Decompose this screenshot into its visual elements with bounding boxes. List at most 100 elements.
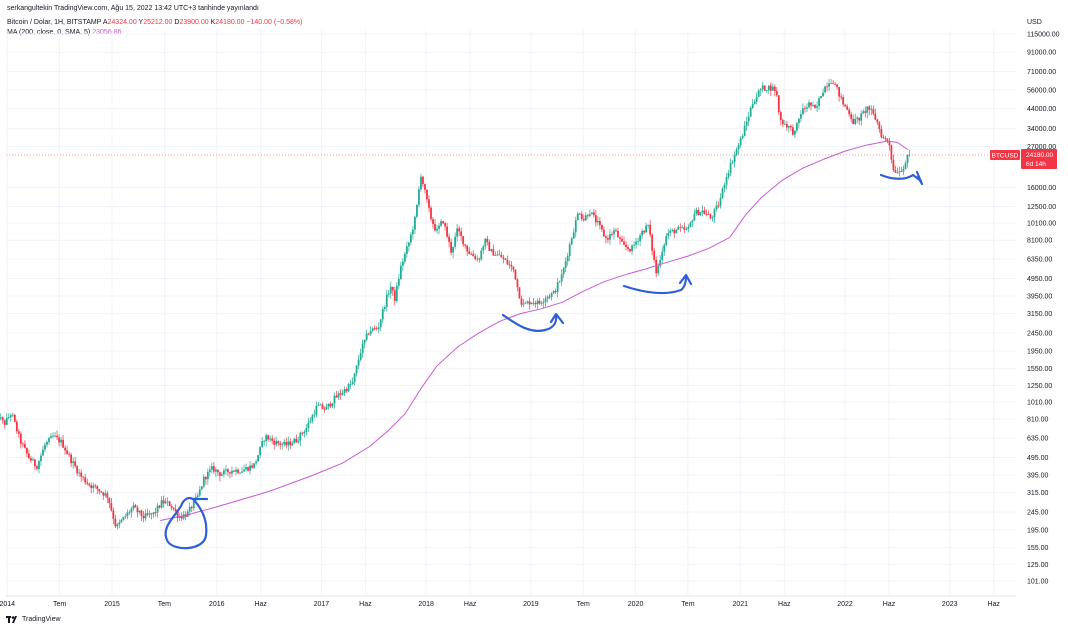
currency-label: USD [1027, 19, 1042, 26]
candle-body [160, 500, 163, 508]
candle-body [892, 159, 895, 171]
candle-body [619, 237, 621, 239]
symbol-label[interactable]: Bitcoin / Dolar, 1H, BITSTAMP [7, 19, 102, 26]
candle-body [641, 230, 644, 236]
candle-body [773, 86, 776, 92]
candle-body [247, 467, 249, 471]
candle-body [625, 244, 627, 248]
candle-body [890, 145, 893, 160]
candle-body [221, 474, 223, 476]
candle-body [464, 244, 467, 246]
candle-body [631, 245, 633, 252]
candle-body [192, 500, 195, 509]
candle-body [448, 236, 450, 242]
candle-body [733, 154, 736, 163]
candle-body [373, 328, 376, 330]
candle-body [486, 238, 489, 243]
candle-body [812, 104, 814, 106]
candle-body [359, 353, 362, 360]
candle-body [635, 241, 637, 245]
chart-grid [6, 30, 1016, 596]
candle-body [763, 85, 766, 91]
time-tick-label: 2014 [0, 601, 15, 608]
candle-body [424, 184, 426, 190]
candle-body [767, 85, 770, 91]
candle-body [407, 242, 410, 247]
price-tick-label: 27000.00 [1027, 144, 1056, 151]
chart-legend: Bitcoin / Dolar, 1H, BITSTAMP A24324.00 … [7, 18, 302, 38]
price-tag-price-box [1021, 149, 1057, 169]
price-tick-label: 101.00 [1027, 579, 1049, 586]
price-tick-label: 810.00 [1027, 417, 1049, 424]
candle-body [335, 395, 338, 398]
tradingview-logo-icon[interactable] [6, 616, 18, 623]
candle-body [146, 513, 149, 515]
candle-body [882, 136, 885, 139]
candle-body [206, 471, 209, 480]
candle-body [347, 384, 350, 392]
footer-brand[interactable]: TradingView [22, 616, 61, 623]
candle-body [267, 435, 270, 440]
candle-body [796, 123, 798, 131]
candle-body [729, 163, 732, 174]
candle-body [613, 230, 615, 235]
candle-body [858, 117, 861, 121]
candle-body [460, 231, 463, 236]
candle-body [709, 214, 712, 219]
candle-body [156, 505, 159, 513]
candle-body [257, 455, 259, 462]
last-price-tag[interactable]: BTCUSD 24180.00 6d 14h [990, 149, 1057, 169]
hand-annotations [164, 170, 924, 550]
candle-body [19, 433, 22, 444]
candle-body [176, 511, 179, 518]
candle-body [357, 359, 360, 366]
candle-body [212, 466, 215, 472]
ma-label[interactable]: MA (200, close, 0, SMA, 5) [7, 29, 91, 36]
time-tick-label: Tem [53, 601, 66, 608]
candle-body [102, 492, 105, 496]
candle-body [339, 393, 342, 395]
price-tick-label: 71000.00 [1027, 69, 1056, 76]
candle-body [86, 482, 89, 484]
candle-body [60, 439, 62, 443]
candle-body [204, 476, 207, 480]
candle-body [850, 114, 853, 119]
candle-body [735, 149, 738, 155]
candle-body [381, 308, 384, 320]
candle-body [791, 127, 794, 135]
candle-body [84, 477, 87, 483]
candle-body [643, 230, 646, 233]
candle-body [377, 327, 380, 330]
time-axis: 2014 Tem 2015 Tem 2016 Haz 2017 Haz 2018 Haz 2019 T… [0, 595, 1016, 608]
candle-body [902, 168, 905, 172]
candle-body [590, 212, 593, 215]
candle-body [588, 214, 591, 217]
annotation-arrow-2019 [501, 312, 565, 332]
candle-body [677, 226, 680, 230]
price-tick-label: 315.00 [1027, 490, 1049, 497]
candle-body [524, 302, 527, 304]
candle-body [309, 421, 312, 423]
candle-body [104, 493, 107, 496]
candle-body [367, 333, 370, 335]
candle-body [800, 114, 802, 119]
price-tick-label: 155.00 [1027, 545, 1049, 552]
candle-body [355, 365, 358, 374]
candle-body [695, 209, 698, 214]
candle-body [908, 154, 911, 156]
candle-body [814, 104, 816, 108]
candle-body [329, 403, 332, 407]
candle-body [894, 170, 897, 173]
ma-value: 23056.86 [92, 29, 122, 36]
candle-body [737, 145, 740, 150]
change-value: −140.00 (−0.58%) [246, 19, 303, 26]
candle-body [715, 205, 718, 210]
candle-body [506, 259, 509, 265]
low-value: 23900.00 [179, 19, 209, 26]
candle-body [365, 333, 368, 340]
time-tick-label: 2016 [209, 601, 225, 608]
candle-body [629, 248, 631, 252]
price-tick-label: 44000.00 [1027, 106, 1056, 113]
candle-body [168, 501, 171, 506]
